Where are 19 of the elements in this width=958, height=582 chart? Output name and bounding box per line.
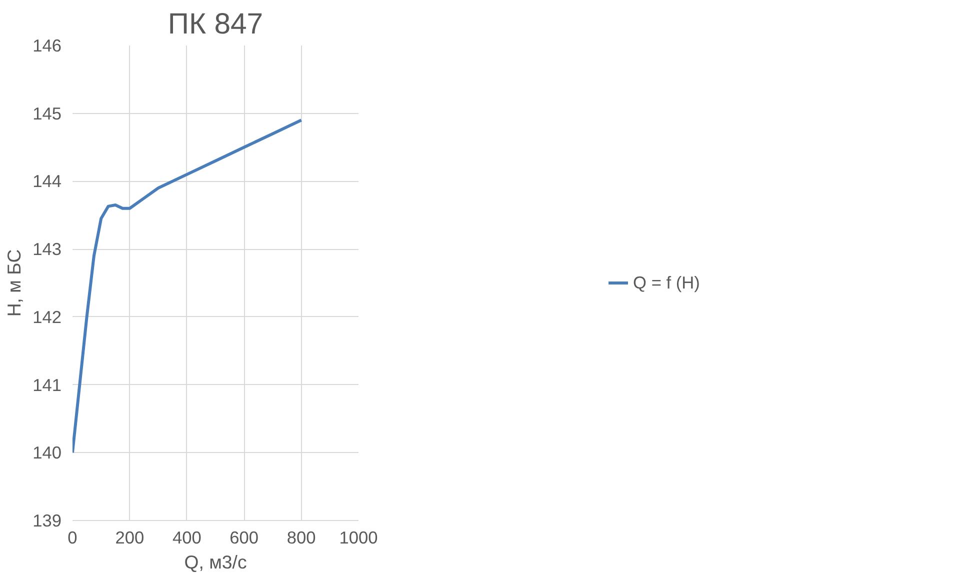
line-series [72,118,303,454]
x-tick-label: 600 [230,528,259,548]
y-tick-label: 141 [32,374,62,395]
y-tick-label: 146 [32,36,62,56]
y-tick-label: 139 [32,510,62,530]
y-tick-label: 140 [32,442,62,463]
x-axis-title: Q, м3/с [184,552,247,572]
x-tick-label: 1000 [339,528,378,548]
x-tick-label: 800 [286,528,316,548]
x-tick-label: 200 [115,528,144,548]
y-axis-title: H, м БС [4,249,25,317]
y-tick-label: 143 [32,239,62,260]
x-tick-label: 0 [68,528,78,548]
chart-title: ПК 847 [168,8,264,40]
y-tick-label: 144 [32,171,62,192]
y-tick-label: 142 [32,306,62,327]
y-tick-label: 145 [32,103,62,124]
x-tick-label: 400 [172,528,202,548]
legend-label: Q = f (H) [633,272,700,293]
